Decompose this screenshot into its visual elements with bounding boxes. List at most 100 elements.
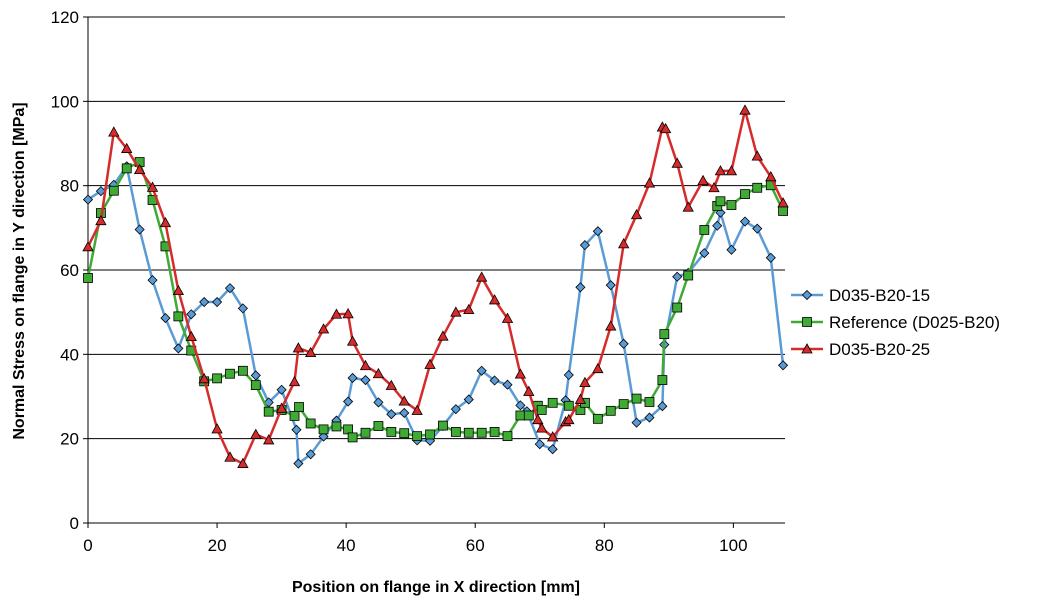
data-point <box>373 397 384 408</box>
data-point <box>765 170 777 182</box>
data-point <box>488 294 501 305</box>
data-point <box>438 420 448 431</box>
data-point <box>657 401 668 412</box>
data-point <box>331 421 342 432</box>
data-point <box>424 358 436 369</box>
data-point <box>592 413 603 424</box>
data-point <box>643 177 656 188</box>
data-point <box>605 280 616 291</box>
data-point <box>714 165 727 176</box>
legend-marker <box>801 343 813 354</box>
data-point <box>708 181 720 193</box>
data-point <box>250 428 262 439</box>
data-point <box>134 224 145 235</box>
data-point <box>289 410 300 421</box>
data-point <box>291 424 302 435</box>
data-point <box>108 185 119 196</box>
legend-label: Reference (D025-B20) <box>829 313 1000 332</box>
data-point <box>726 244 737 255</box>
data-point <box>630 208 643 220</box>
y-tick-label: 80 <box>60 177 79 196</box>
data-point <box>398 395 410 406</box>
data-point <box>437 330 449 341</box>
y-axis-title: Normal Stress on flange in Y direction [… <box>11 102 28 439</box>
data-point <box>211 423 223 434</box>
data-point <box>476 427 487 438</box>
data-point <box>373 421 384 431</box>
data-point <box>536 422 548 433</box>
series-3 <box>82 104 789 468</box>
data-point <box>224 283 236 294</box>
data-point <box>347 432 358 443</box>
grid <box>88 16 785 440</box>
x-tick-label: 80 <box>595 536 614 555</box>
data-point <box>372 367 385 379</box>
data-point <box>173 311 184 322</box>
data-point <box>159 216 172 228</box>
data-point <box>292 342 305 353</box>
data-point <box>536 405 547 415</box>
data-point <box>605 320 617 331</box>
data-point <box>172 284 185 296</box>
data-point <box>659 329 670 339</box>
data-point <box>411 404 423 415</box>
data-point <box>146 181 159 192</box>
data-point <box>682 201 694 212</box>
data-point <box>385 379 398 390</box>
data-point <box>515 400 526 411</box>
data-point <box>199 296 210 308</box>
data-point <box>463 394 474 405</box>
data-point <box>305 449 316 460</box>
data-point <box>343 396 354 407</box>
data-point <box>250 370 261 381</box>
data-point <box>657 375 668 385</box>
data-point <box>476 365 487 376</box>
data-point <box>644 397 655 407</box>
data-point <box>386 409 397 420</box>
series-layer <box>82 104 789 469</box>
data-point <box>463 427 474 438</box>
data-point <box>501 312 514 323</box>
data-point <box>317 323 330 334</box>
data-point <box>95 214 107 226</box>
data-point <box>699 248 710 259</box>
data-point <box>425 429 435 440</box>
x-tick-label: 40 <box>337 536 356 555</box>
data-point <box>342 308 354 319</box>
data-point <box>534 439 545 450</box>
data-point <box>617 238 630 249</box>
data-point <box>359 359 372 371</box>
data-point <box>399 428 410 439</box>
data-point <box>347 372 358 384</box>
data-point <box>579 376 591 387</box>
legend-label: D035-B20-25 <box>829 340 930 359</box>
data-point <box>699 225 710 235</box>
data-point <box>82 194 94 205</box>
data-point <box>489 375 500 386</box>
series-2 <box>83 157 788 443</box>
data-point <box>778 206 788 216</box>
data-point <box>489 427 500 437</box>
data-point <box>237 457 249 468</box>
x-axis-ticks: 0 20 40 60 80 100 <box>83 523 748 555</box>
data-point <box>579 240 591 251</box>
x-tick-label: 100 <box>719 536 747 555</box>
data-point <box>346 335 359 346</box>
data-point <box>108 126 120 137</box>
data-point <box>739 216 751 227</box>
legend-marker <box>801 289 813 301</box>
data-point <box>212 373 222 384</box>
data-point <box>752 182 763 193</box>
data-point <box>224 451 236 462</box>
data-point <box>121 163 132 174</box>
data-point <box>618 338 629 349</box>
data-point <box>82 240 94 252</box>
data-point <box>683 270 694 281</box>
data-point <box>450 404 461 415</box>
y-axis-ticks: 0 20 40 60 80 100 120 <box>51 8 88 533</box>
legend-entry: D035-B20-25 <box>791 340 930 359</box>
data-point <box>450 306 462 317</box>
x-axis-title: Position on flange in X direction [mm] <box>292 579 580 596</box>
data-point <box>726 200 737 210</box>
x-tick-label: 60 <box>466 536 485 555</box>
